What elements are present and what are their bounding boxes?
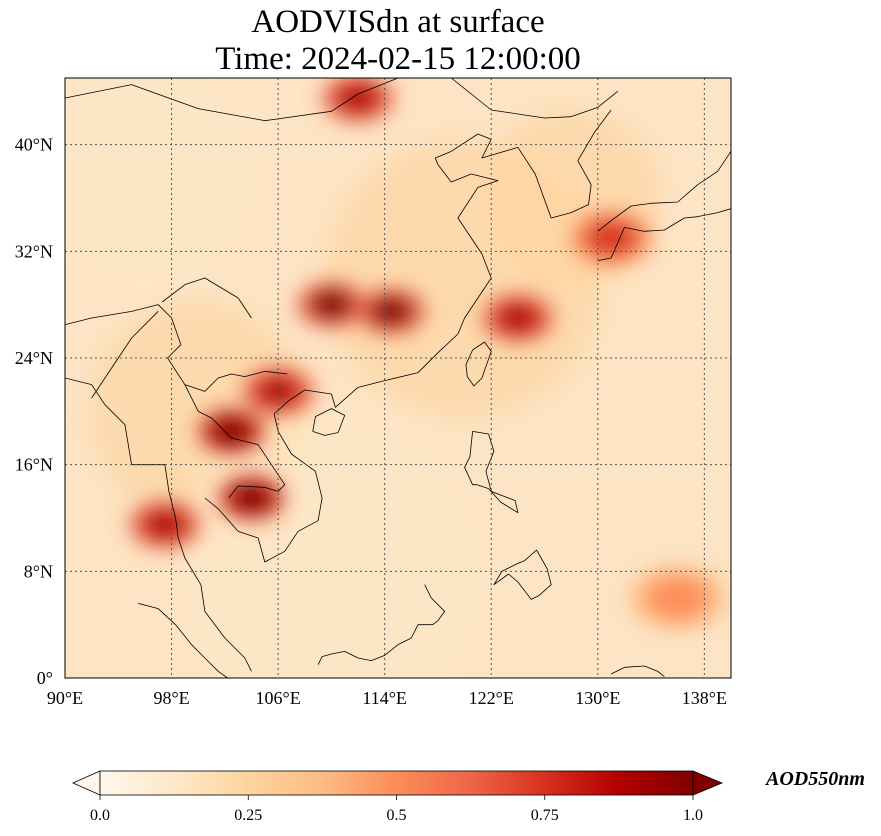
aod-plume [308, 288, 355, 321]
coastline [610, 665, 665, 677]
aod-field [65, 78, 731, 678]
colorbar-gradient [99, 770, 694, 796]
lon-tick-label: 106°E [256, 688, 301, 708]
gridlines [65, 78, 731, 678]
colorbar-tick-label: 0.75 [531, 807, 559, 824]
lon-tick-label: 90°E [47, 688, 83, 708]
coastline [464, 430, 519, 514]
lon-tick-label: 138°E [682, 688, 727, 708]
coastline [91, 311, 159, 399]
coastline [204, 109, 612, 563]
map-frame [64, 77, 732, 679]
coastline [465, 341, 492, 387]
coastline [451, 78, 619, 119]
lon-tick-label: 130°E [575, 688, 620, 708]
colorbar-tick-label: 0.0 [90, 807, 110, 824]
coastline [65, 78, 401, 122]
map-title: AODVISdn at surface [251, 4, 545, 40]
coastline [65, 304, 288, 392]
lat-tick-label: 0° [37, 668, 53, 688]
colorbar-extend-high [692, 770, 724, 796]
colorbar-tick-label: 0.5 [387, 807, 407, 824]
colorbar-extend-low [72, 770, 101, 796]
colorbar: 0.0 0.25 0.5 0.75 1.0 [72, 770, 724, 824]
colorbar-label: AOD550nm [766, 768, 865, 790]
coastline [312, 408, 346, 436]
aod-plume [140, 507, 189, 542]
lat-tick-label: 24°N [15, 348, 53, 368]
colorbar-tick-label: 0.25 [234, 807, 262, 824]
coastline [597, 208, 731, 262]
aod-plume [368, 295, 415, 328]
coastline [138, 602, 228, 678]
coastline [161, 277, 252, 319]
aod-plume [334, 81, 383, 115]
lat-tick-label: 32°N [15, 241, 53, 261]
coastline [597, 151, 731, 232]
lon-tick-label: 114°E [362, 688, 407, 708]
aod-plume [229, 482, 274, 514]
coastline [317, 584, 446, 665]
lon-tick-label: 122°E [469, 688, 514, 708]
colorbar-tick-label: 1.0 [683, 807, 703, 824]
aod-plume [645, 575, 710, 621]
lon-tick-label: 98°E [153, 688, 189, 708]
lat-tick-label: 40°N [15, 135, 53, 155]
lat-tick-label: 16°N [15, 455, 53, 475]
lat-tick-label: 8°N [24, 561, 53, 581]
aod-plume [493, 301, 542, 335]
coastline [493, 549, 552, 600]
latitude-axis: 0° 8°N 16°N 24°N 32°N 40°N [15, 135, 53, 688]
map-time-subtitle: Time: 2024-02-15 12:00:00 [215, 41, 581, 77]
longitude-axis: 90°E 98°E 106°E 114°E 122°E 130°E 138°E [47, 688, 727, 708]
coastline [65, 377, 252, 672]
aod-plume [209, 415, 254, 447]
